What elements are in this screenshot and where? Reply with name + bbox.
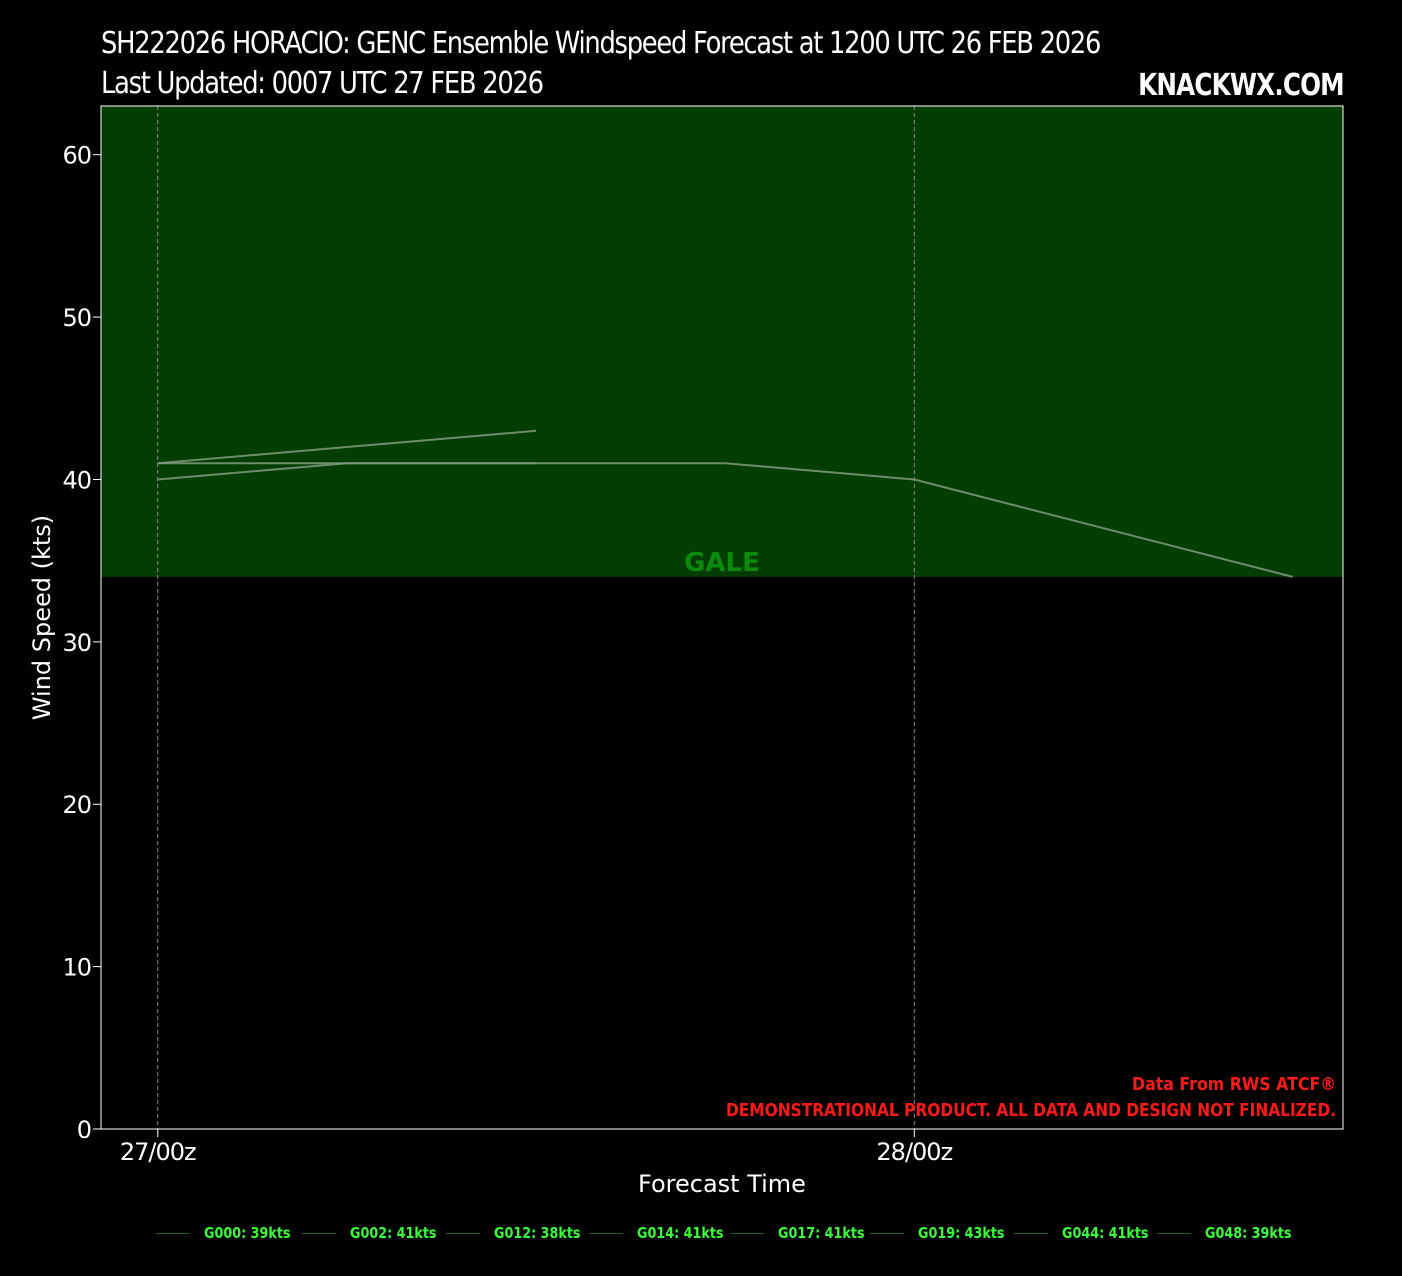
chart-title: SH222026 HORACIO: GENC Ensemble Windspee… [101,26,1101,61]
legend-label: G014: 41kts [637,1224,724,1242]
legend-label: G002: 41kts [350,1224,437,1242]
y-tick-label: 60 [62,142,91,170]
legend-label: G012: 38kts [494,1224,581,1242]
legend-swatch [1157,1232,1191,1234]
legend-item: G044: 41kts [1014,1220,1164,1246]
legend-swatch [870,1232,904,1234]
wind-speed-chart: 0 10 20 30 40 50 60 27/00z 28/00z GALE Wind Spee… [28,105,1344,1198]
legend-label: G048: 39kts [1205,1224,1292,1242]
y-tick-label: 0 [77,1116,91,1144]
legend-swatch [1014,1232,1048,1234]
legend-item: G012: 38kts [446,1220,596,1246]
legend-swatch [589,1232,623,1234]
legend-swatch [730,1232,764,1234]
chart-subtitle: Last Updated: 0007 UTC 27 FEB 2026 [101,66,544,101]
gale-band [101,106,1343,577]
gale-band-label: GALE [684,548,760,578]
y-axis-label: Wind Speed (kts) [28,515,56,720]
y-tick-label: 10 [62,954,91,982]
brand-logo-text: KNACKWX.COM [1138,68,1344,103]
legend-label: G000: 39kts [204,1224,291,1242]
series-line [157,429,537,465]
x-axis-label: Forecast Time [638,1170,806,1198]
y-tick-label: 40 [62,466,91,494]
y-tick-label: 50 [62,304,91,332]
legend-item: G017: 41kts [730,1220,880,1246]
legend-swatch [446,1232,480,1234]
legend-label: G017: 41kts [778,1224,865,1242]
x-tick-label: 27/00z [120,1138,196,1166]
legend-item: G014: 41kts [589,1220,739,1246]
legend-item: G019: 43kts [870,1220,1020,1246]
disclaimer-note: DEMONSTRATIONAL PRODUCT. ALL DATA AND DE… [726,1100,1336,1121]
x-tick-label: 28/00z [876,1138,952,1166]
legend-label: G044: 41kts [1062,1224,1149,1242]
legend-swatch [156,1232,190,1234]
legend-swatch [302,1232,336,1234]
legend-label: G019: 43kts [918,1224,1005,1242]
chart-legend: G000: 39kts G002: 41kts G012: 38kts G014: 4… [0,1220,1402,1246]
legend-item: G048: 39kts [1157,1220,1307,1246]
data-source-note: Data From RWS ATCF® [1132,1074,1336,1095]
legend-item: G002: 41kts [302,1220,452,1246]
plot-frame [100,105,1344,1130]
series-line [157,462,1293,578]
legend-item: G000: 39kts [156,1220,306,1246]
series-line [157,462,536,481]
y-tick-label: 20 [62,791,91,819]
y-tick-label: 30 [62,629,91,657]
